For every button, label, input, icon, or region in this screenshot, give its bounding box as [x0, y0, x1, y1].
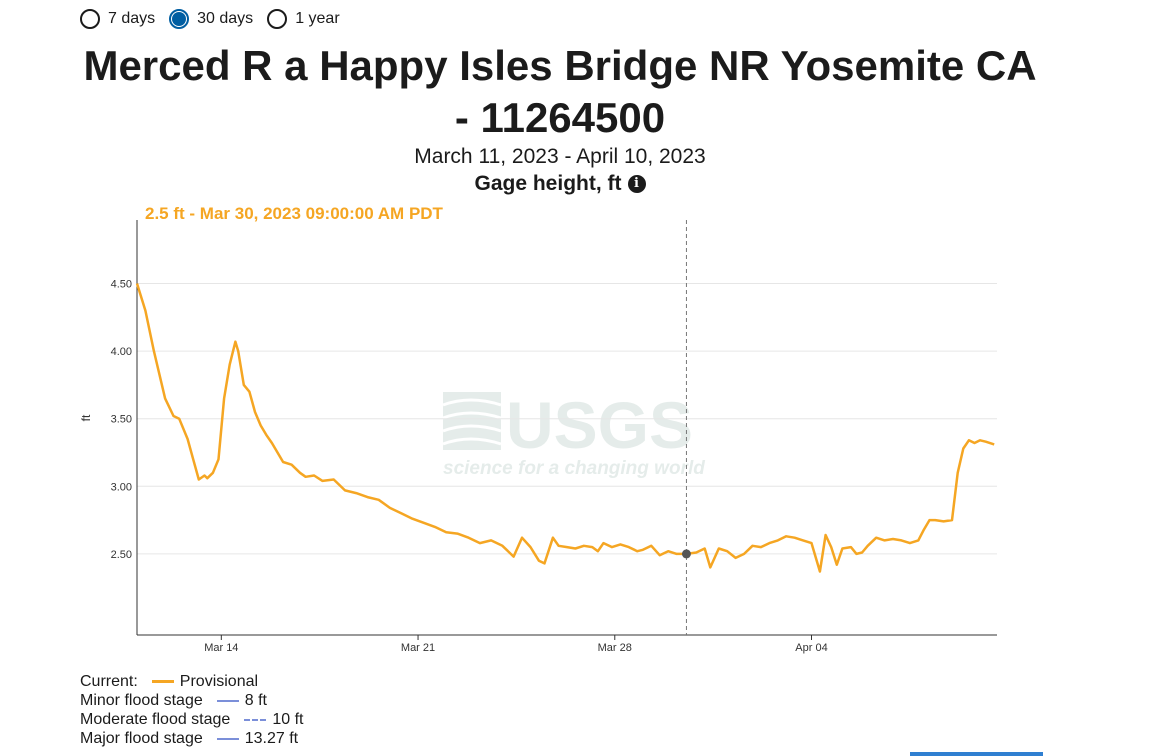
range-option-30-days[interactable]: 30 days	[169, 9, 253, 29]
radio-30-days[interactable]	[169, 9, 190, 29]
legend-current-label: Current:	[80, 673, 138, 690]
page-title: Merced R a Happy Isles Bridge NR Yosemit…	[30, 40, 1090, 144]
cursor-point	[681, 549, 691, 559]
legend-moderate-value: 10 ft	[272, 711, 304, 728]
y-tick-label-3: 4.00	[111, 346, 132, 358]
x-tick-label-0: Mar 14	[204, 642, 238, 654]
usgs-waves-icon	[442, 392, 502, 450]
legend-moderate-row: Moderate flood stage 10 ft	[80, 710, 303, 729]
y-tick-labels: 2.50 3.00 3.50 4.00 4.50	[111, 279, 132, 561]
range-label-1-year: 1 year	[295, 10, 340, 27]
legend-minor-row: Minor flood stage 8 ft	[80, 691, 303, 710]
range-label-7-days: 7 days	[108, 10, 156, 27]
hover-tooltip: 2.5 ft - Mar 30, 2023 09:00:00 AM PDT	[145, 204, 443, 223]
parameter-heading: Gage height, ft i	[0, 172, 1120, 196]
x-tick-label-1: Mar 21	[401, 642, 435, 654]
x-tick-label-2: Mar 28	[598, 642, 632, 654]
legend-major-label: Major flood stage	[80, 730, 203, 747]
y-axis-label: ft	[79, 414, 93, 421]
legend-major-row: Major flood stage 13.27 ft	[80, 729, 303, 748]
legend-major-swatch	[216, 737, 239, 740]
bottom-scroll-indicator	[910, 752, 1043, 756]
legend-moderate-label: Moderate flood stage	[80, 711, 231, 728]
date-range: March 11, 2023 - April 10, 2023	[414, 145, 706, 168]
usgs-logo-text: USGS	[506, 388, 693, 462]
legend-minor-label: Minor flood stage	[80, 692, 203, 709]
x-tick-label-3: Apr 04	[795, 642, 827, 654]
legend-minor-value: 8 ft	[244, 692, 267, 709]
series-layer	[135, 283, 995, 573]
y-tick-label-0: 2.50	[111, 549, 132, 561]
y-tick-label-2: 3.50	[111, 414, 132, 426]
usgs-watermark: USGS science for a changing world	[442, 388, 705, 479]
x-tick-labels: Mar 14 Mar 21 Mar 28 Apr 04	[204, 635, 828, 654]
legend-current-row: Current: Provisional	[80, 672, 303, 691]
legend-moderate-swatch	[244, 718, 267, 721]
legend-provisional-label: Provisional	[179, 673, 259, 690]
radio-1-year[interactable]	[267, 9, 288, 29]
y-tick-label-1: 3.00	[111, 481, 132, 493]
range-label-30-days: 30 days	[197, 10, 254, 27]
legend-provisional-swatch	[151, 680, 174, 683]
parameter-label: Gage height, ft	[474, 172, 622, 195]
legend-minor-swatch	[216, 699, 239, 702]
axes	[136, 220, 997, 636]
y-tick-label-4: 4.50	[111, 279, 132, 291]
title-line-1: Merced R a Happy Isles Bridge NR Yosemit…	[83, 42, 1037, 89]
grid-lines	[137, 283, 997, 555]
range-option-7-days[interactable]: 7 days	[80, 9, 155, 29]
title-line-2: - 11264500	[454, 94, 666, 141]
time-range-selector: 7 days 30 days 1 year	[80, 9, 348, 29]
radio-7-days[interactable]	[80, 9, 100, 29]
cursor-layer	[681, 220, 691, 635]
legend-major-value: 13.27 ft	[244, 730, 299, 747]
usgs-tagline: science for a changing world	[443, 458, 705, 479]
info-icon[interactable]: i	[627, 174, 646, 193]
legend: Current: Provisional Minor flood stage 8…	[80, 672, 303, 748]
range-option-1-year[interactable]: 1 year	[267, 9, 340, 29]
series-line-0	[135, 283, 995, 573]
